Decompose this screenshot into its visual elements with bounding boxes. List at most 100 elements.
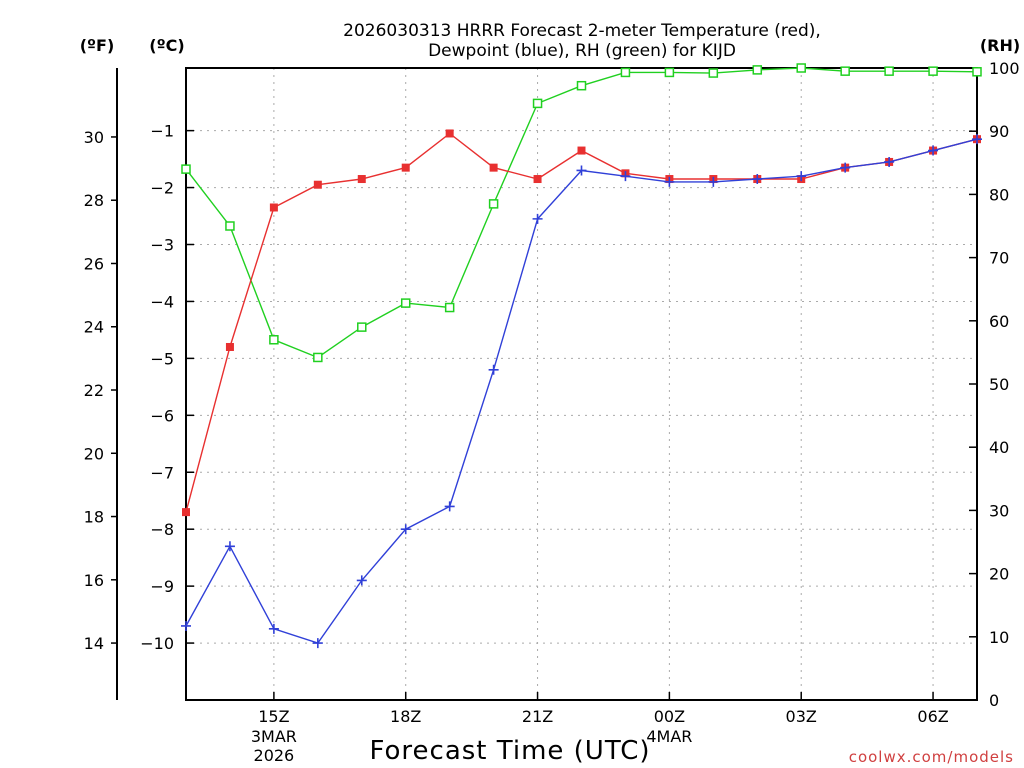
rh-tick-label: 20 bbox=[989, 565, 1009, 584]
rh-point bbox=[928, 66, 938, 76]
rh-point bbox=[532, 98, 543, 109]
gridlines bbox=[186, 68, 977, 700]
celsius-tick-label: −5 bbox=[150, 349, 174, 368]
fahrenheit-tick-label: 14 bbox=[84, 634, 104, 653]
celsius-tick-label: −3 bbox=[150, 236, 174, 255]
dewpoint-point bbox=[532, 213, 543, 224]
x-axis-label: Forecast Time (UTC) bbox=[369, 736, 650, 766]
rh-point bbox=[664, 67, 675, 78]
dewpoint-point bbox=[752, 174, 763, 185]
temperature-point bbox=[533, 175, 542, 184]
celsius-unit-label: (ºC) bbox=[149, 36, 184, 55]
temperature-point bbox=[182, 508, 190, 517]
dewpoint-point bbox=[444, 501, 455, 512]
temperature-point bbox=[445, 129, 454, 138]
celsius-tick-label: −7 bbox=[150, 463, 174, 482]
rh-point bbox=[840, 66, 850, 76]
fahrenheit-tick-label: 16 bbox=[84, 571, 104, 590]
dewpoint-point bbox=[224, 541, 235, 552]
rh-point bbox=[357, 322, 367, 332]
rh-tick-label: 40 bbox=[989, 438, 1009, 457]
dewpoint-point bbox=[840, 162, 851, 173]
rh-tick-label: 50 bbox=[989, 375, 1009, 394]
temperature-point bbox=[225, 342, 234, 351]
temperature-line bbox=[185, 132, 978, 513]
rh-point bbox=[576, 80, 587, 91]
rh-tick-label: 70 bbox=[989, 249, 1009, 268]
rh-point bbox=[313, 352, 323, 363]
time-tick-label: 06Z bbox=[917, 707, 948, 726]
year-label: 2026 bbox=[254, 746, 295, 765]
celsius-tick-label: −1 bbox=[150, 122, 174, 141]
series-layer bbox=[181, 63, 982, 649]
dewpoint-point bbox=[708, 176, 719, 187]
celsius-tick-label: −8 bbox=[150, 520, 174, 539]
rh-point bbox=[972, 67, 982, 77]
fahrenheit-tick-label: 28 bbox=[84, 191, 104, 210]
rh-point bbox=[488, 199, 499, 209]
fahrenheit-tick-label: 24 bbox=[84, 318, 104, 337]
fahrenheit-tick-label: 30 bbox=[84, 128, 104, 147]
time-tick-label: 00Z bbox=[654, 707, 685, 726]
rh-point bbox=[752, 65, 763, 75]
dewpoint-point bbox=[576, 165, 587, 176]
rh-point bbox=[796, 63, 806, 73]
chart-title-line2: Dewpoint (blue), RH (green) for KIJD bbox=[428, 41, 736, 61]
rh-tick-label: 80 bbox=[989, 185, 1009, 204]
temperature-series bbox=[182, 129, 981, 517]
dewpoint-point bbox=[488, 364, 499, 375]
fahrenheit-tick-label: 18 bbox=[84, 508, 104, 527]
celsius-tick-label: −2 bbox=[150, 179, 174, 198]
rh-point bbox=[400, 298, 411, 308]
rh-axis: 0 10 20 30 40 50 60 70 80 90 100 bbox=[969, 59, 1020, 710]
fahrenheit-tick-label: 26 bbox=[84, 254, 104, 273]
dewpoint-point bbox=[356, 575, 367, 586]
fahrenheit-unit-label: (ºF) bbox=[80, 36, 115, 55]
rh-point bbox=[269, 335, 279, 345]
rh-tick-label: 90 bbox=[989, 122, 1009, 141]
dewpoint-point bbox=[268, 623, 279, 634]
time-tick-label: 15Z bbox=[258, 707, 289, 726]
rh-line bbox=[185, 67, 978, 359]
dewpoint-point bbox=[664, 176, 675, 187]
dewpoint-point bbox=[972, 134, 982, 145]
temperature-point bbox=[401, 163, 410, 172]
time-tick-label: 18Z bbox=[390, 707, 421, 726]
plot-frame bbox=[185, 67, 978, 701]
rh-point bbox=[884, 66, 894, 76]
rh-point bbox=[181, 164, 191, 174]
rh-series bbox=[181, 63, 982, 363]
dewpoint-line bbox=[185, 138, 978, 644]
fahrenheit-tick-label: 20 bbox=[84, 444, 104, 463]
rh-tick-label: 10 bbox=[989, 628, 1009, 647]
temperature-point bbox=[357, 175, 366, 184]
dewpoint-point bbox=[181, 620, 191, 631]
fahrenheit-axis: 14 16 18 20 22 24 26 28 30 bbox=[84, 128, 117, 653]
time-tick-label: 03Z bbox=[786, 707, 817, 726]
temperature-point bbox=[489, 163, 498, 172]
chart-title-line1: 2026030313 HRRR Forecast 2-meter Tempera… bbox=[343, 21, 821, 41]
rh-tick-label: 30 bbox=[989, 501, 1009, 520]
celsius-tick-label: −4 bbox=[150, 292, 174, 311]
dewpoint-point bbox=[400, 524, 411, 535]
temperature-point bbox=[313, 180, 322, 189]
temperature-point bbox=[269, 203, 278, 212]
celsius-tick-label: −6 bbox=[150, 406, 174, 425]
rh-point bbox=[444, 302, 455, 313]
rh-unit-label: (RH) bbox=[980, 36, 1020, 55]
rh-point bbox=[708, 68, 719, 78]
temperature-point bbox=[577, 146, 586, 155]
rh-tick-label: 0 bbox=[989, 691, 999, 710]
dewpoint-series bbox=[181, 134, 982, 649]
rh-point bbox=[225, 221, 235, 231]
rh-tick-label: 100 bbox=[989, 59, 1020, 78]
time-tick-label: 21Z bbox=[522, 707, 553, 726]
dewpoint-point bbox=[620, 171, 631, 182]
dewpoint-point bbox=[884, 156, 895, 167]
rh-tick-label: 60 bbox=[989, 312, 1009, 331]
celsius-axis: −1 −2 −3 −4 −5 −6 −7 −8 −9 −10 bbox=[140, 122, 194, 653]
celsius-tick-label: −9 bbox=[150, 577, 174, 596]
date-label: 3MAR bbox=[251, 727, 297, 746]
credit-text: coolwx.com/models bbox=[849, 748, 1014, 766]
